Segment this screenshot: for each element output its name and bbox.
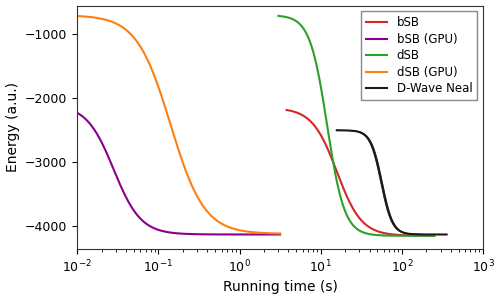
dSB [368,232,374,236]
Line: D-Wave Neal: D-Wave Neal [337,130,446,235]
bSB [418,234,424,237]
dSB [407,234,413,238]
dSB (GPU) [198,202,204,205]
bSB [432,234,438,238]
bSB (GPU) [258,233,264,236]
D-Wave Neal [334,128,340,132]
dSB [371,233,377,237]
bSB [374,229,380,233]
bSB (GPU) [194,232,200,236]
bSB (GPU) [198,232,204,236]
bSB [371,228,377,232]
bSB (GPU) [277,233,283,236]
bSB (GPU) [74,111,80,115]
dSB (GPU) [194,195,200,198]
Line: bSB (GPU): bSB (GPU) [77,113,280,235]
Y-axis label: Energy (a.u.): Energy (a.u.) [6,82,20,172]
dSB (GPU) [245,230,251,233]
D-Wave Neal [399,230,405,234]
bSB [372,228,378,232]
D-Wave Neal [426,233,432,236]
bSB [408,234,414,237]
bSB (GPU) [245,233,251,236]
dSB [276,14,281,18]
bSB (GPU) [75,111,81,115]
X-axis label: Running time (s): Running time (s) [222,280,338,294]
dSB (GPU) [74,14,80,18]
Line: dSB (GPU): dSB (GPU) [77,16,280,233]
dSB (GPU) [258,231,264,235]
D-Wave Neal [401,231,407,235]
dSB [368,232,374,236]
bSB [284,108,290,112]
Line: dSB: dSB [278,16,434,236]
bSB (GPU) [195,232,201,236]
dSB [416,234,422,238]
Legend: bSB, bSB (GPU), dSB, dSB (GPU), D-Wave Neal: bSB, bSB (GPU), dSB, dSB (GPU), D-Wave N… [361,11,477,100]
D-Wave Neal [334,128,340,132]
dSB [276,14,282,18]
Line: bSB: bSB [286,110,434,236]
dSB (GPU) [277,232,283,235]
dSB (GPU) [195,196,201,200]
D-Wave Neal [444,233,450,236]
bSB [284,108,290,112]
dSB [432,234,438,238]
D-Wave Neal [433,233,439,236]
D-Wave Neal [399,230,405,234]
dSB (GPU) [75,14,81,18]
